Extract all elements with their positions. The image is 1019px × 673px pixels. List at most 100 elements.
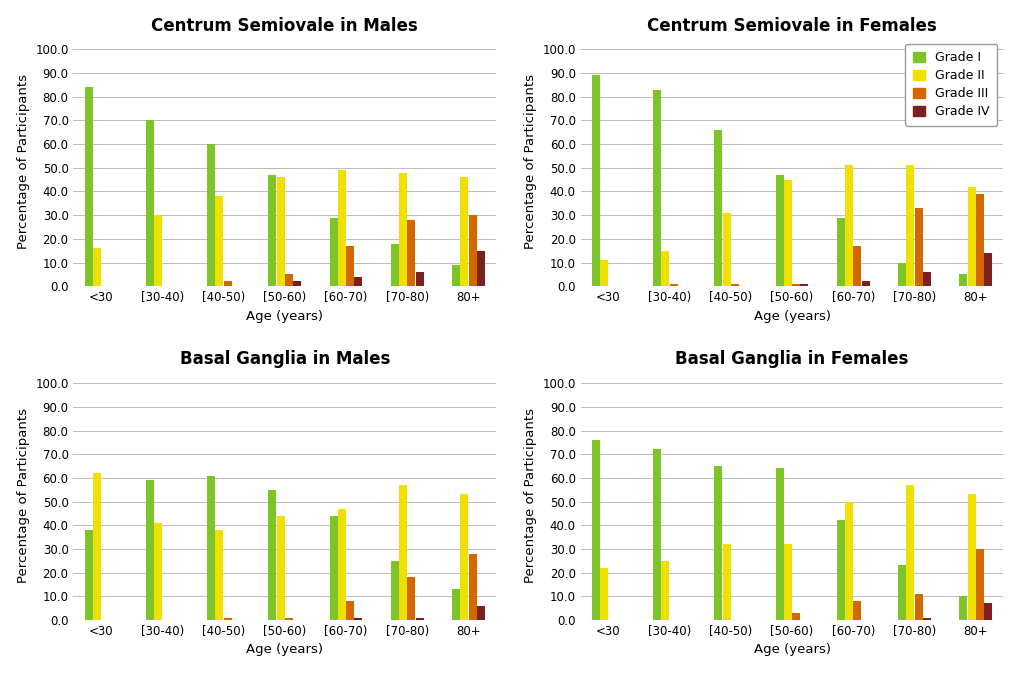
Bar <box>398 172 407 286</box>
Bar <box>599 260 607 286</box>
Bar <box>713 466 721 620</box>
Bar <box>922 272 930 286</box>
Bar <box>983 603 991 620</box>
Bar <box>477 606 484 620</box>
Bar <box>853 601 860 620</box>
Bar <box>652 450 660 620</box>
Bar <box>146 481 154 620</box>
Bar <box>215 530 223 620</box>
Bar <box>975 549 983 620</box>
Bar <box>669 284 677 286</box>
Y-axis label: Percentage of Participants: Percentage of Participants <box>524 408 536 583</box>
Bar <box>460 495 468 620</box>
Bar <box>914 594 922 620</box>
Bar <box>731 284 738 286</box>
Bar <box>959 596 966 620</box>
Bar <box>898 565 905 620</box>
Bar <box>721 213 730 286</box>
Bar <box>845 166 852 286</box>
Bar <box>292 281 301 286</box>
Bar <box>591 440 599 620</box>
Bar <box>460 177 468 286</box>
Bar <box>407 577 415 620</box>
Bar <box>223 618 231 620</box>
Bar <box>355 277 362 286</box>
Bar <box>784 180 791 286</box>
Bar <box>284 618 292 620</box>
Bar <box>154 523 162 620</box>
Bar <box>93 248 101 286</box>
Bar <box>774 468 783 620</box>
Bar <box>416 618 423 620</box>
Bar <box>329 217 337 286</box>
Bar <box>836 520 844 620</box>
Bar <box>922 618 930 620</box>
Bar <box>407 220 415 286</box>
Bar <box>337 509 345 620</box>
Bar <box>398 485 407 620</box>
Title: Basal Ganglia in Males: Basal Ganglia in Males <box>179 351 389 368</box>
Bar <box>959 275 966 286</box>
X-axis label: Age (years): Age (years) <box>753 643 829 656</box>
Y-axis label: Percentage of Participants: Percentage of Participants <box>16 408 30 583</box>
Bar <box>223 281 231 286</box>
Bar <box>329 516 337 620</box>
Title: Centrum Semiovale in Males: Centrum Semiovale in Males <box>151 17 418 35</box>
Bar <box>983 253 991 286</box>
Bar <box>93 473 101 620</box>
Bar <box>792 613 799 620</box>
Bar <box>975 194 983 286</box>
Bar <box>215 197 223 286</box>
Bar <box>713 130 721 286</box>
Bar <box>477 250 484 286</box>
Bar <box>345 601 354 620</box>
Bar <box>268 175 276 286</box>
Bar <box>861 281 869 286</box>
Legend: Grade I, Grade II, Grade III, Grade IV: Grade I, Grade II, Grade III, Grade IV <box>904 44 997 126</box>
Bar <box>660 561 668 620</box>
X-axis label: Age (years): Age (years) <box>246 310 323 322</box>
Bar <box>774 175 783 286</box>
Bar <box>914 208 922 286</box>
Bar <box>390 561 398 620</box>
Title: Basal Ganglia in Females: Basal Ganglia in Females <box>675 351 908 368</box>
Bar <box>967 495 974 620</box>
Bar <box>276 516 284 620</box>
Title: Centrum Semiovale in Females: Centrum Semiovale in Females <box>646 17 936 35</box>
Bar <box>355 618 362 620</box>
Bar <box>800 284 808 286</box>
Bar <box>660 250 668 286</box>
Bar <box>268 490 276 620</box>
Bar <box>85 87 93 286</box>
Bar <box>898 262 905 286</box>
Bar <box>345 246 354 286</box>
Bar <box>906 485 913 620</box>
Bar <box>207 476 215 620</box>
Bar <box>906 166 913 286</box>
Bar <box>416 272 423 286</box>
Bar <box>721 544 730 620</box>
Bar <box>154 215 162 286</box>
Bar <box>85 530 93 620</box>
Bar <box>792 284 799 286</box>
Bar <box>451 265 460 286</box>
Bar <box>276 177 284 286</box>
Bar <box>836 217 844 286</box>
Bar <box>469 215 476 286</box>
Bar <box>591 75 599 286</box>
Bar <box>337 170 345 286</box>
Bar <box>146 120 154 286</box>
Bar <box>207 144 215 286</box>
Bar <box>652 90 660 286</box>
Bar <box>469 554 476 620</box>
Bar <box>451 589 460 620</box>
Bar <box>967 187 974 286</box>
Y-axis label: Percentage of Participants: Percentage of Participants <box>524 75 536 250</box>
Bar <box>599 568 607 620</box>
Y-axis label: Percentage of Participants: Percentage of Participants <box>16 75 30 250</box>
X-axis label: Age (years): Age (years) <box>246 643 323 656</box>
Bar <box>784 544 791 620</box>
Bar <box>284 275 292 286</box>
X-axis label: Age (years): Age (years) <box>753 310 829 322</box>
Bar <box>853 246 860 286</box>
